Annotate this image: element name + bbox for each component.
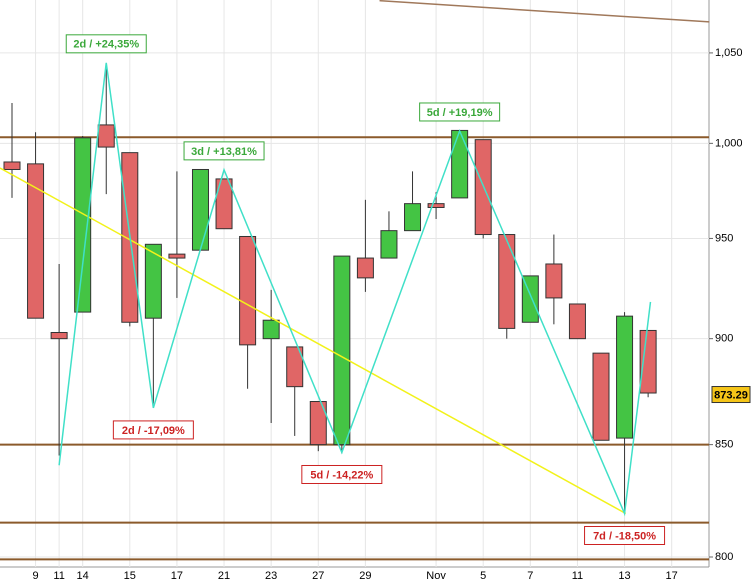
x-tick-label: 13 bbox=[618, 570, 630, 582]
x-tick-label: 14 bbox=[77, 570, 89, 582]
candle-body bbox=[27, 163, 45, 319]
candle-body bbox=[168, 253, 186, 259]
y-tick-label: 1,050 bbox=[715, 47, 743, 59]
candle-body bbox=[639, 329, 657, 394]
x-tick-label: 17 bbox=[666, 570, 678, 582]
candle-body bbox=[262, 319, 280, 340]
candle-body bbox=[191, 168, 209, 251]
y-tick-label: 800 bbox=[715, 551, 733, 563]
candle-body bbox=[380, 230, 398, 259]
annotation-label: 2d / -17,09% bbox=[122, 425, 185, 437]
annotation-label: 7d / -18,50% bbox=[593, 530, 656, 542]
annotation-box bbox=[183, 141, 265, 161]
candle-body bbox=[592, 352, 610, 441]
x-tick-label: 23 bbox=[265, 570, 277, 582]
x-tick-label: 21 bbox=[218, 570, 230, 582]
candle-body bbox=[50, 331, 68, 340]
annotation-box bbox=[112, 420, 194, 440]
candle-body bbox=[404, 203, 422, 232]
x-tick-label: 29 bbox=[359, 570, 371, 582]
candle-body bbox=[451, 129, 469, 199]
x-tick-label: 17 bbox=[171, 570, 183, 582]
x-tick-label: 11 bbox=[53, 570, 64, 582]
candle-body bbox=[545, 263, 563, 299]
x-tick-label: 5 bbox=[480, 570, 486, 582]
candle-body bbox=[286, 346, 304, 388]
y-tick-label: 950 bbox=[715, 232, 733, 244]
candle-body bbox=[97, 124, 115, 148]
candle-body bbox=[74, 137, 92, 313]
candle-body bbox=[144, 243, 162, 319]
candle-body bbox=[309, 401, 327, 446]
y-tick-label: 900 bbox=[715, 333, 733, 345]
y-tick-label: 850 bbox=[715, 439, 733, 451]
candle-body bbox=[3, 161, 21, 170]
candle-body bbox=[239, 235, 257, 346]
annotation-label: 5d / -14,22% bbox=[310, 469, 373, 481]
x-tick-label: 7 bbox=[527, 570, 533, 582]
annotation-box bbox=[584, 525, 666, 545]
x-tick-label: 9 bbox=[32, 570, 38, 582]
x-tick-label: Nov bbox=[426, 570, 446, 582]
x-tick-label: 27 bbox=[312, 570, 324, 582]
trend-line bbox=[379, 0, 710, 23]
annotation-label: 3d / +13,81% bbox=[191, 146, 257, 158]
last-price-box bbox=[711, 386, 751, 404]
annotation-box bbox=[301, 464, 383, 484]
y-tick-label: 1,000 bbox=[715, 137, 743, 149]
candle-body bbox=[427, 203, 445, 208]
candle-body bbox=[568, 303, 586, 340]
candle-body bbox=[498, 234, 516, 329]
x-tick-label: 11 bbox=[572, 570, 583, 582]
annotation-box bbox=[65, 34, 147, 54]
annotation-label: 2d / +24,35% bbox=[73, 39, 139, 51]
x-tick-label: 15 bbox=[124, 570, 136, 582]
candle-body bbox=[616, 315, 634, 439]
candle-body bbox=[356, 257, 374, 279]
annotation-box bbox=[419, 102, 501, 122]
zigzag-line bbox=[58, 62, 652, 517]
candle-body bbox=[215, 178, 233, 230]
candle-body bbox=[333, 255, 351, 446]
last-price-label: 873.29 bbox=[714, 389, 748, 401]
annotation-label: 5d / +19,19% bbox=[427, 107, 493, 119]
trend-line bbox=[0, 167, 627, 515]
